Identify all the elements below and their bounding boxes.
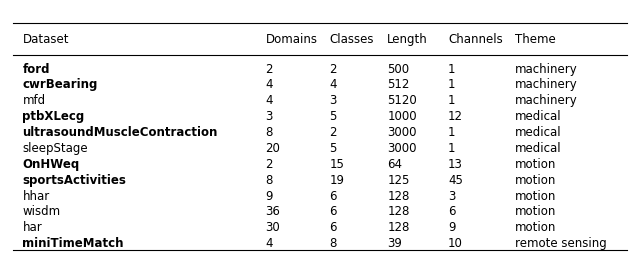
Text: 6: 6	[448, 206, 456, 218]
Text: 9: 9	[266, 190, 273, 202]
Text: medical: medical	[515, 110, 562, 123]
Text: 8: 8	[266, 126, 273, 139]
Text: 5: 5	[330, 110, 337, 123]
Text: remote sensing: remote sensing	[515, 237, 607, 250]
Text: motion: motion	[515, 206, 557, 218]
Text: 4: 4	[266, 237, 273, 250]
Text: 6: 6	[330, 221, 337, 234]
Text: 19: 19	[330, 174, 344, 187]
Text: OnHWeq: OnHWeq	[22, 158, 79, 171]
Text: 1: 1	[448, 142, 456, 155]
Text: 2: 2	[330, 63, 337, 76]
Text: 3000: 3000	[387, 126, 417, 139]
Text: Domains: Domains	[266, 33, 317, 46]
Text: 9: 9	[448, 221, 456, 234]
Text: 2: 2	[266, 158, 273, 171]
Text: cwrBearing: cwrBearing	[22, 79, 98, 91]
Text: 6: 6	[330, 190, 337, 202]
Text: wisdm: wisdm	[22, 206, 61, 218]
Text: medical: medical	[515, 126, 562, 139]
Text: 4: 4	[266, 94, 273, 107]
Text: sleepStage: sleepStage	[22, 142, 88, 155]
Text: 2: 2	[330, 126, 337, 139]
Text: 1: 1	[448, 79, 456, 91]
Text: Classes: Classes	[330, 33, 374, 46]
Text: 3: 3	[330, 94, 337, 107]
Text: machinery: machinery	[515, 79, 578, 91]
Text: 5: 5	[330, 142, 337, 155]
Text: miniTimeMatch: miniTimeMatch	[22, 237, 124, 250]
Text: hhar: hhar	[22, 190, 50, 202]
Text: mfd: mfd	[22, 94, 45, 107]
Text: 4: 4	[266, 79, 273, 91]
Text: 30: 30	[266, 221, 280, 234]
Text: 1: 1	[448, 126, 456, 139]
Text: sportsActivities: sportsActivities	[22, 174, 126, 187]
Text: motion: motion	[515, 174, 557, 187]
Text: motion: motion	[515, 158, 557, 171]
Text: ultrasoundMuscleContraction: ultrasoundMuscleContraction	[22, 126, 218, 139]
Text: 125: 125	[387, 174, 410, 187]
Text: 1: 1	[448, 63, 456, 76]
Text: 128: 128	[387, 190, 410, 202]
Text: medical: medical	[515, 142, 562, 155]
Text: Theme: Theme	[515, 33, 556, 46]
Text: 128: 128	[387, 221, 410, 234]
Text: 13: 13	[448, 158, 463, 171]
Text: 1000: 1000	[387, 110, 417, 123]
Text: 8: 8	[330, 237, 337, 250]
Text: 8: 8	[266, 174, 273, 187]
Text: 128: 128	[387, 206, 410, 218]
Text: 4: 4	[330, 79, 337, 91]
Text: 39: 39	[387, 237, 402, 250]
Text: 45: 45	[448, 174, 463, 187]
Text: 6: 6	[330, 206, 337, 218]
Text: 64: 64	[387, 158, 402, 171]
Text: Length: Length	[387, 33, 428, 46]
Text: 500: 500	[387, 63, 410, 76]
Text: motion: motion	[515, 190, 557, 202]
Text: 2: 2	[266, 63, 273, 76]
Text: motion: motion	[515, 221, 557, 234]
Text: 3000: 3000	[387, 142, 417, 155]
Text: 5120: 5120	[387, 94, 417, 107]
Text: 512: 512	[387, 79, 410, 91]
Text: 20: 20	[266, 142, 280, 155]
Text: ptbXLecg: ptbXLecg	[22, 110, 84, 123]
Text: 15: 15	[330, 158, 344, 171]
Text: har: har	[22, 221, 42, 234]
Text: 3: 3	[448, 190, 456, 202]
Text: ford: ford	[22, 63, 50, 76]
Text: 1: 1	[448, 94, 456, 107]
Text: 3: 3	[266, 110, 273, 123]
Text: Channels: Channels	[448, 33, 503, 46]
Text: 36: 36	[266, 206, 280, 218]
Text: machinery: machinery	[515, 63, 578, 76]
Text: 12: 12	[448, 110, 463, 123]
Text: machinery: machinery	[515, 94, 578, 107]
Text: 10: 10	[448, 237, 463, 250]
Text: Dataset: Dataset	[22, 33, 69, 46]
